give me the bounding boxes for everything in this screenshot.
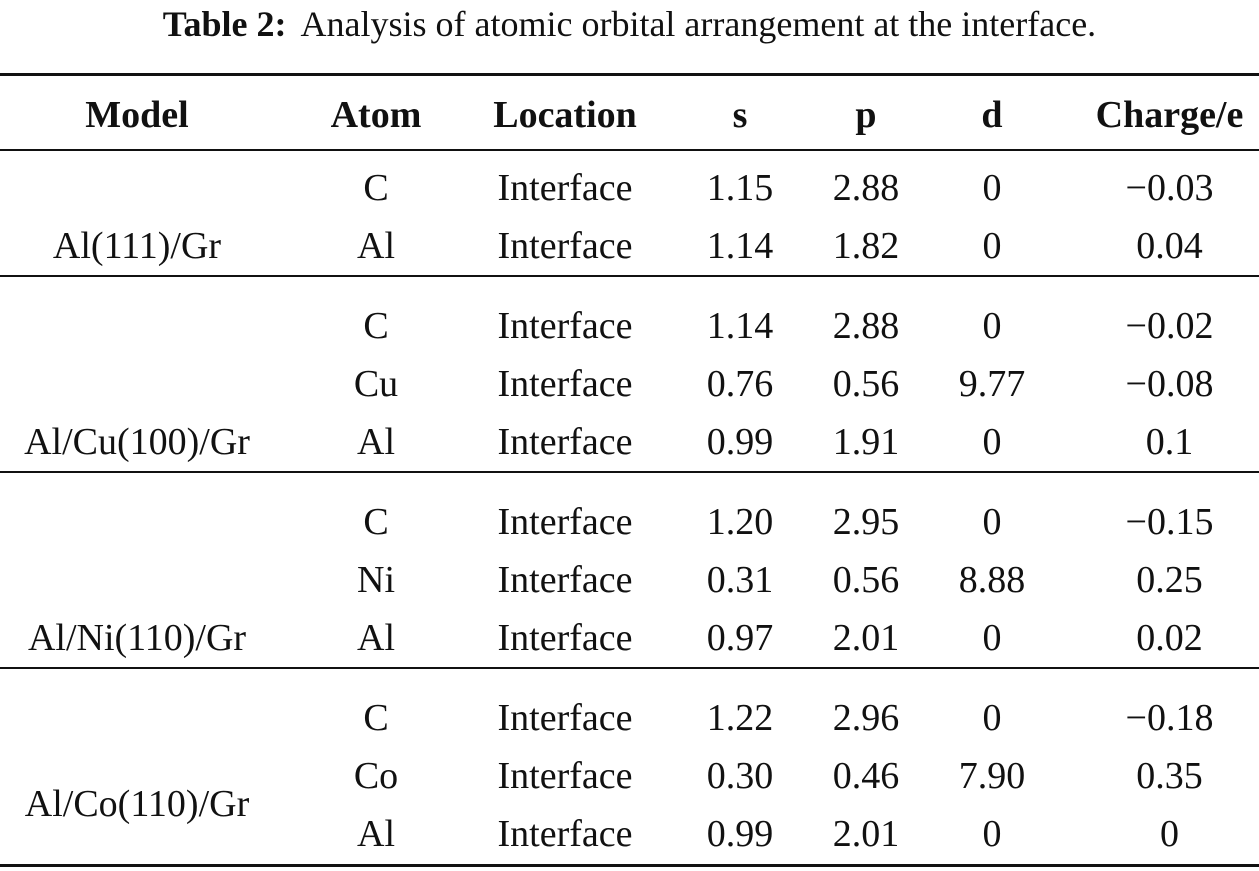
p-cell: 2.01	[832, 617, 900, 659]
header-d: d	[981, 94, 1003, 136]
p-cell: 1.82	[832, 225, 900, 267]
charge-cell: −0.18	[1125, 697, 1214, 739]
charge-cell: 0.35	[1136, 755, 1203, 797]
d-cell: 0	[982, 813, 1002, 855]
p-cell: 0.56	[832, 559, 900, 601]
charge-cell: 0	[1160, 813, 1179, 855]
s-cell: 1.14	[706, 305, 774, 347]
location-cell: Interface	[497, 813, 633, 855]
charge-cell: −0.08	[1125, 363, 1214, 405]
bottom-rule	[0, 864, 1259, 867]
p-cell: 2.96	[832, 697, 900, 739]
atom-cell: C	[363, 167, 389, 209]
d-cell: 0	[982, 225, 1002, 267]
group-divider	[0, 667, 1259, 669]
charge-cell: 0.25	[1136, 559, 1203, 601]
p-cell: 2.95	[832, 501, 900, 543]
table-caption: Table 2: Analysis of atomic orbital arran…	[0, 0, 1259, 50]
location-cell: Interface	[497, 225, 633, 267]
header-rule	[0, 149, 1259, 151]
d-cell: 9.77	[958, 363, 1026, 405]
group-divider	[0, 471, 1259, 473]
charge-cell: 0.1	[1145, 421, 1194, 463]
d-cell: 0	[982, 305, 1002, 347]
s-cell: 1.20	[706, 501, 774, 543]
atom-cell: Al	[357, 421, 395, 463]
caption-label: Table 2:	[162, 4, 287, 44]
atom-cell: Cu	[353, 363, 399, 405]
location-cell: Interface	[497, 305, 633, 347]
d-cell: 8.88	[958, 559, 1026, 601]
d-cell: 0	[982, 167, 1002, 209]
p-cell: 0.56	[832, 363, 900, 405]
location-cell: Interface	[497, 697, 633, 739]
p-cell: 2.88	[832, 305, 900, 347]
location-cell: Interface	[497, 421, 633, 463]
charge-cell: −0.02	[1125, 305, 1214, 347]
charge-cell: 0.04	[1136, 225, 1203, 267]
p-cell: 2.88	[832, 167, 900, 209]
s-cell: 0.31	[706, 559, 774, 601]
s-cell: 1.22	[706, 697, 774, 739]
s-cell: 0.99	[706, 421, 774, 463]
d-cell: 7.90	[958, 755, 1026, 797]
s-cell: 0.97	[706, 617, 774, 659]
group-divider	[0, 275, 1259, 277]
charge-cell: −0.03	[1125, 167, 1214, 209]
atom-cell: Al	[357, 225, 395, 267]
atom-cell: Al	[357, 617, 395, 659]
location-cell: Interface	[497, 559, 633, 601]
atom-cell: Al	[357, 813, 395, 855]
atom-cell: Co	[353, 755, 399, 797]
charge-cell: −0.15	[1125, 501, 1214, 543]
header-location: Location	[493, 94, 637, 136]
d-cell: 0	[982, 617, 1002, 659]
location-cell: Interface	[497, 755, 633, 797]
model-cell: Al/Ni(110)/Gr	[27, 617, 247, 659]
atom-cell: C	[363, 305, 389, 347]
d-cell: 0	[982, 501, 1002, 543]
location-cell: Interface	[497, 617, 633, 659]
s-cell: 1.15	[706, 167, 774, 209]
top-rule	[0, 73, 1259, 76]
model-cell: Al(111)/Gr	[52, 225, 222, 267]
d-cell: 0	[982, 697, 1002, 739]
model-cell: Al/Cu(100)/Gr	[24, 421, 250, 463]
charge-cell: 0.02	[1136, 617, 1203, 659]
p-cell: 1.91	[832, 421, 900, 463]
d-cell: 0	[982, 421, 1002, 463]
atom-cell: C	[363, 501, 389, 543]
header-model: Model	[85, 94, 189, 136]
header-s: s	[732, 94, 748, 136]
atom-cell: C	[363, 697, 389, 739]
s-cell: 0.76	[706, 363, 774, 405]
location-cell: Interface	[497, 501, 633, 543]
s-cell: 1.14	[706, 225, 774, 267]
model-cell: Al/Co(110)/Gr	[24, 783, 250, 825]
p-cell: 0.46	[832, 755, 900, 797]
atom-cell: Ni	[357, 559, 395, 601]
p-cell: 2.01	[832, 813, 900, 855]
location-cell: Interface	[497, 363, 633, 405]
location-cell: Interface	[497, 167, 633, 209]
header-p: p	[855, 94, 877, 136]
caption-text: Analysis of atomic orbital arrangement a…	[300, 4, 1097, 44]
header-charge: Charge/e	[1095, 94, 1244, 136]
s-cell: 0.30	[706, 755, 774, 797]
s-cell: 0.99	[706, 813, 774, 855]
header-atom: Atom	[330, 94, 422, 136]
